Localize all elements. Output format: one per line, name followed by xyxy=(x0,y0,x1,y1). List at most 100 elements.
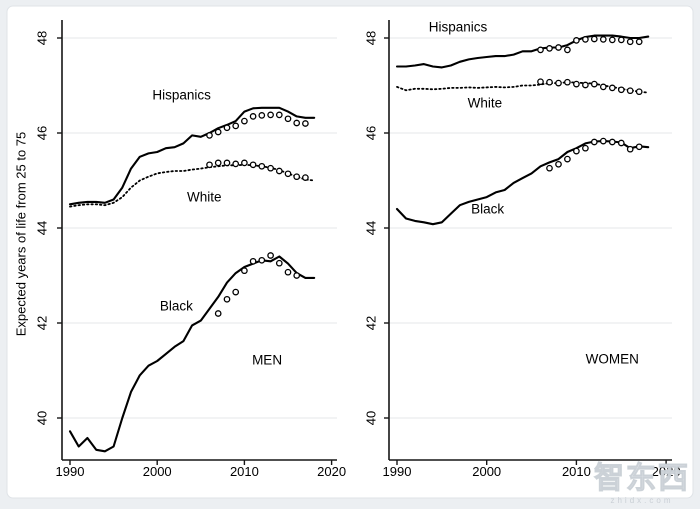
data-point-circle xyxy=(546,45,553,52)
data-point-circle xyxy=(241,159,248,167)
data-point-circle xyxy=(635,38,643,46)
label-men: MEN xyxy=(252,353,282,368)
data-point-circle xyxy=(564,78,571,86)
x-tick-label: 1990 xyxy=(56,464,85,479)
label-black: Black xyxy=(471,202,504,217)
series-women-hispanics-line xyxy=(395,34,650,69)
data-point-circle xyxy=(537,46,544,54)
data-point-circle xyxy=(284,170,292,178)
data-point-circle xyxy=(302,174,309,181)
data-point-circle xyxy=(617,86,625,94)
series-women-hispanics-markers xyxy=(537,35,643,54)
y-tick-label: 44 xyxy=(35,221,50,235)
data-point-circle xyxy=(258,112,266,119)
y-tick-label: 40 xyxy=(35,411,50,425)
x-tick-label: 2000 xyxy=(143,464,172,479)
data-point-circle xyxy=(555,160,562,168)
label-hispanics: Hispanics xyxy=(152,88,211,103)
data-point-circle xyxy=(249,257,257,265)
label-women: WOMEN xyxy=(586,352,639,367)
data-point-circle xyxy=(267,111,274,119)
y-tick-label: 40 xyxy=(364,411,379,425)
label-black: Black xyxy=(160,298,193,313)
label-hispanics: Hispanics xyxy=(429,20,488,35)
data-point-circle xyxy=(293,173,301,181)
data-point-circle xyxy=(232,122,240,130)
panel-women: 40 42 44 46 48 1990 2000 2010 2020 Hispanics White… xyxy=(364,20,681,479)
data-point-circle xyxy=(608,84,616,92)
data-point-circle xyxy=(599,83,607,91)
data-point-circle xyxy=(537,78,544,86)
data-point-circle xyxy=(284,268,292,276)
data-point-circle xyxy=(555,44,562,51)
data-point-circle xyxy=(302,120,309,127)
data-point-circle xyxy=(275,167,283,175)
panel-men: 40 42 44 46 48 1990 2000 2010 2020 Expected years… xyxy=(14,20,346,479)
data-point-circle xyxy=(564,155,571,163)
data-point-circle xyxy=(635,88,643,96)
data-point-circle xyxy=(267,164,274,172)
data-point-circle xyxy=(223,295,231,303)
plot-card xyxy=(6,5,694,499)
data-point-circle xyxy=(546,78,553,86)
y-tick-label: 46 xyxy=(364,126,379,140)
data-point-circle xyxy=(582,81,589,89)
data-point-circle xyxy=(626,87,634,95)
data-point-circle xyxy=(214,159,222,167)
x-tick-label: 2010 xyxy=(562,464,591,479)
series-women-black-markers xyxy=(546,137,643,172)
data-point-circle xyxy=(223,124,231,132)
data-point-circle xyxy=(284,115,292,123)
data-point-circle xyxy=(249,161,257,169)
data-point-circle xyxy=(564,46,571,54)
data-point-circle xyxy=(293,272,301,279)
y-tick-label: 46 xyxy=(35,126,50,140)
x-tick-label: 2020 xyxy=(652,464,681,479)
series-women-white-markers xyxy=(537,78,643,96)
label-white: White xyxy=(468,96,503,111)
series-men-hispanics-markers xyxy=(206,111,309,139)
data-point-circle xyxy=(546,164,553,172)
data-point-circle xyxy=(555,79,562,87)
data-point-circle xyxy=(223,159,231,167)
data-point-circle xyxy=(241,267,248,275)
data-point-circle xyxy=(214,310,222,317)
y-tick-label: 42 xyxy=(364,316,379,330)
series-men-black-markers xyxy=(214,252,301,317)
series-men-black-line xyxy=(68,255,316,453)
data-point-circle xyxy=(267,252,274,259)
series-men-white-markers xyxy=(206,159,309,181)
data-point-circle xyxy=(293,119,301,127)
data-point-circle xyxy=(241,117,248,125)
data-point-circle xyxy=(258,256,266,264)
data-point-circle xyxy=(626,38,634,46)
y-tick-label: 48 xyxy=(35,31,50,45)
data-point-circle xyxy=(573,147,580,155)
data-point-circle xyxy=(590,80,598,88)
x-tick-label: 2010 xyxy=(230,464,259,479)
x-tick-label: 2020 xyxy=(317,464,346,479)
data-point-circle xyxy=(275,111,283,119)
series-men-hispanics-line xyxy=(68,106,316,206)
data-point-circle xyxy=(573,37,580,44)
data-point-circle xyxy=(258,162,266,170)
data-point-circle xyxy=(232,160,240,168)
data-point-circle xyxy=(582,36,589,43)
x-tick-label: 2000 xyxy=(472,464,501,479)
y-tick-label: 44 xyxy=(364,221,379,235)
x-tick-label: 1990 xyxy=(383,464,412,479)
data-point-circle xyxy=(590,35,598,43)
data-point-circle xyxy=(214,128,222,136)
data-point-circle xyxy=(608,138,616,146)
data-point-circle xyxy=(608,36,616,44)
data-point-circle xyxy=(599,137,607,145)
data-point-circle xyxy=(590,138,598,146)
data-point-circle xyxy=(617,139,625,147)
data-point-circle xyxy=(635,143,643,151)
data-point-circle xyxy=(206,161,213,169)
data-point-circle xyxy=(249,113,257,120)
data-point-circle xyxy=(582,144,589,152)
data-point-circle xyxy=(206,132,213,139)
